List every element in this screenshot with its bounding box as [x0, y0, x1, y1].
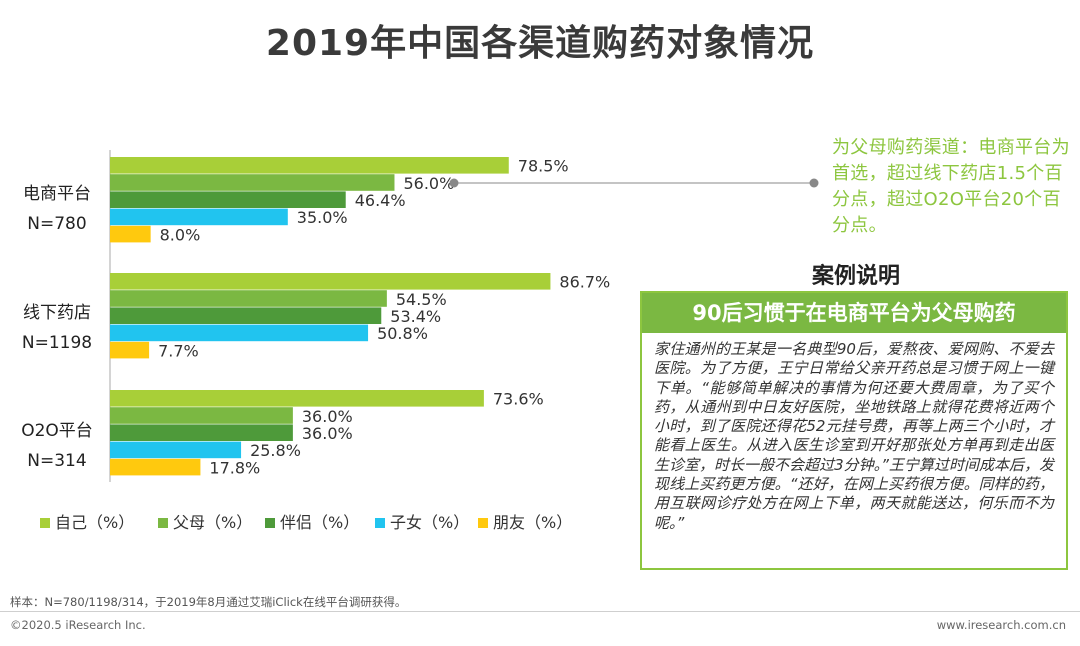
bar-value-label: 36.0% — [302, 407, 353, 426]
bar-value-label: 7.7% — [158, 341, 199, 360]
bar-value-label: 46.4% — [355, 191, 406, 210]
category-label: 电商平台 — [23, 184, 91, 204]
case-body: 家住通州的王某是一名典型90后，爱熬夜、爱网购、不爱去医院。为了方便，王宁日常给… — [654, 340, 1054, 532]
bar-chart: 电商平台 N=780 78.5% 56.0%46.4% 35.0% 8.0% 线下药店 N=1… — [21, 150, 640, 532]
bar-3 — [110, 324, 369, 342]
case-box: 90后习惯于在电商平台为父母购药 家住通州的王某是一名典型90后，爱熬夜、爱网购… — [640, 291, 1068, 570]
website-link[interactable]: www.iresearch.com.cn — [936, 618, 1066, 632]
legend-swatch — [478, 518, 488, 528]
bar-1 — [110, 290, 387, 307]
bar-2 — [110, 307, 382, 324]
category-label: 线下药店 — [23, 303, 91, 323]
legend-label: 子女（%） — [390, 513, 469, 532]
category-label: O2O平台 — [21, 421, 93, 441]
legend-swatch — [265, 518, 275, 528]
legend-swatch — [375, 518, 385, 528]
bar-0 — [110, 390, 484, 407]
legend-label: 朋友（%） — [493, 513, 572, 532]
case-title: 90后习惯于在电商平台为父母购药 — [642, 293, 1066, 333]
bar-value-label: 78.5% — [518, 157, 569, 176]
bar-1 — [110, 407, 293, 424]
bar-4 — [110, 341, 150, 359]
bar-value-label: 8.0% — [160, 225, 201, 244]
bar-3 — [110, 441, 242, 459]
legend-swatch — [40, 518, 50, 528]
category-n-label: N=314 — [27, 451, 86, 471]
bar-0 — [110, 273, 551, 290]
source-note: 样本：N=780/1198/314，于2019年8月通过艾瑞iClick在线平台… — [10, 595, 407, 609]
bar-value-label: 17.8% — [209, 458, 260, 477]
page-title: 2019年中国各渠道购药对象情况 — [265, 23, 815, 64]
connector-dot — [449, 178, 459, 188]
annotation-text: 为父母购药渠道：电商平台为首选，超过线下药店1.5个百分点，超过O2O平台20个… — [832, 137, 1070, 236]
bar-value-label: 86.7% — [559, 273, 610, 292]
footer-divider — [0, 611, 1080, 612]
connector-end-dot — [809, 178, 819, 188]
bar-2 — [110, 424, 293, 441]
bar-value-label: 25.8% — [250, 441, 301, 460]
bar-value-label: 73.6% — [493, 390, 544, 409]
bar-value-label: 35.0% — [297, 208, 348, 227]
bar-4 — [110, 458, 201, 476]
case-heading: 案例说明 — [811, 264, 900, 289]
legend-label: 父母（%） — [173, 513, 252, 532]
bar-value-label: 56.0% — [403, 174, 454, 193]
legend-label: 伴侣（%） — [280, 513, 359, 532]
legend-swatch — [158, 518, 168, 528]
bar-1 — [110, 174, 395, 191]
category-n-label: N=1198 — [22, 333, 92, 353]
copyright: ©2020.5 iResearch Inc. — [10, 618, 146, 632]
bar-value-label: 53.4% — [390, 307, 441, 326]
bar-4 — [110, 225, 151, 243]
bar-2 — [110, 191, 346, 208]
bar-value-label: 50.8% — [377, 324, 428, 343]
bar-value-label: 36.0% — [302, 424, 353, 443]
bar-0 — [110, 157, 509, 174]
bar-value-label: 54.5% — [396, 290, 447, 309]
legend-label: 自己（%） — [55, 513, 134, 532]
bar-3 — [110, 208, 288, 226]
category-n-label: N=780 — [27, 214, 86, 234]
